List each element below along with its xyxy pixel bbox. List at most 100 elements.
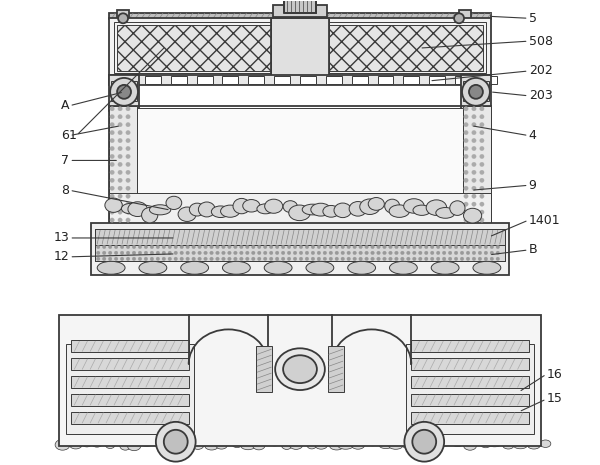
Bar [71,376,188,388]
Circle shape [156,422,196,462]
Circle shape [293,251,297,255]
Ellipse shape [385,199,400,213]
Circle shape [126,106,130,111]
Text: 203: 203 [529,89,553,102]
Circle shape [448,251,452,255]
Ellipse shape [97,261,125,274]
Circle shape [138,245,142,249]
Bar [284,0,316,13]
Circle shape [126,114,130,119]
Ellipse shape [315,441,328,449]
Bar [412,412,529,424]
Ellipse shape [142,207,158,223]
Circle shape [216,251,219,255]
Text: 1401: 1401 [529,213,560,226]
Circle shape [257,245,261,249]
Text: 7: 7 [61,154,70,167]
Circle shape [341,251,344,255]
Ellipse shape [178,207,196,221]
Circle shape [359,257,362,260]
Ellipse shape [190,203,205,216]
Circle shape [110,194,115,199]
Circle shape [454,251,458,255]
Ellipse shape [306,261,334,274]
Ellipse shape [119,439,131,450]
Circle shape [347,251,350,255]
Circle shape [118,162,122,166]
Circle shape [168,245,172,249]
Circle shape [383,257,386,260]
Circle shape [126,186,130,191]
Ellipse shape [329,440,344,450]
Ellipse shape [289,440,303,449]
Circle shape [464,130,468,135]
Circle shape [480,178,484,182]
Circle shape [430,257,434,260]
Circle shape [204,251,208,255]
Circle shape [317,245,320,249]
Circle shape [227,251,231,255]
Circle shape [484,245,488,249]
Circle shape [464,178,468,182]
Bar [412,376,529,388]
Circle shape [371,257,374,260]
Circle shape [269,251,273,255]
Circle shape [464,202,468,206]
Circle shape [118,154,122,159]
Circle shape [353,245,356,249]
Bar [109,13,491,19]
Ellipse shape [128,202,147,217]
Circle shape [118,194,122,199]
Circle shape [466,245,470,249]
Circle shape [126,257,130,260]
Circle shape [118,130,122,135]
Circle shape [210,251,214,255]
Bar [95,245,505,261]
Circle shape [472,122,476,127]
Bar [109,193,491,225]
Circle shape [472,251,476,255]
Ellipse shape [232,438,243,448]
Circle shape [275,245,279,249]
Bar [429,76,445,84]
Bar [91,223,509,275]
Circle shape [395,245,398,249]
Circle shape [126,162,130,166]
Circle shape [418,251,422,255]
Circle shape [126,194,130,199]
Circle shape [287,245,291,249]
Circle shape [472,154,476,159]
Circle shape [118,122,122,127]
Circle shape [110,210,115,214]
Circle shape [216,245,219,249]
Ellipse shape [487,440,502,447]
Circle shape [221,245,225,249]
Circle shape [110,139,115,143]
Ellipse shape [233,199,250,214]
Bar [95,229,505,245]
Bar [481,76,497,84]
Circle shape [472,106,476,111]
Circle shape [110,146,115,151]
Circle shape [407,257,410,260]
Circle shape [227,257,231,260]
Bar [109,106,137,225]
Bar [71,394,188,406]
Circle shape [430,251,434,255]
Circle shape [472,130,476,135]
Circle shape [269,245,273,249]
Circle shape [464,122,468,127]
Circle shape [448,245,452,249]
Bar [463,81,489,101]
Circle shape [138,251,142,255]
Ellipse shape [82,439,92,447]
Circle shape [377,251,380,255]
Bar [412,340,529,352]
Circle shape [132,257,136,260]
Circle shape [233,257,237,260]
Circle shape [110,130,115,135]
Circle shape [115,257,118,260]
Circle shape [311,257,315,260]
Circle shape [496,251,500,255]
Circle shape [120,257,124,260]
